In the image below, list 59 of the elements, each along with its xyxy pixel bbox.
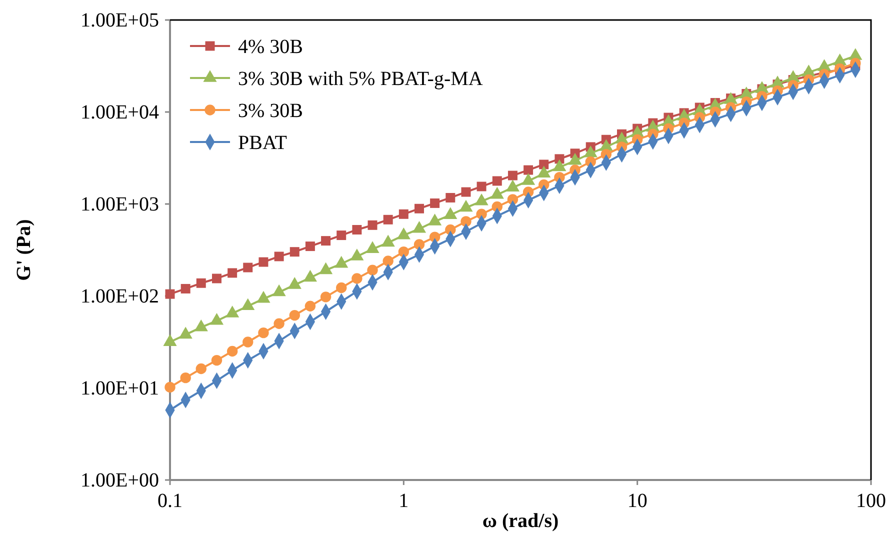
point xyxy=(274,252,284,262)
y-tick-label: 1.00E+02 xyxy=(80,285,159,308)
point xyxy=(258,257,268,267)
point xyxy=(492,176,502,186)
point xyxy=(165,289,175,299)
point xyxy=(368,220,378,230)
y-tick-label: 1.00E+04 xyxy=(80,101,159,124)
x-tick-label: 0.1 xyxy=(158,490,182,512)
point xyxy=(414,239,425,250)
point xyxy=(243,262,253,272)
y-axis-title: G' (Pa) xyxy=(13,219,35,281)
point xyxy=(180,284,190,294)
point xyxy=(321,236,331,246)
point xyxy=(367,264,378,276)
point xyxy=(460,216,472,227)
legend-label: 3% 30B with 5% PBAT-g-MA xyxy=(238,68,484,90)
point xyxy=(196,363,206,374)
point xyxy=(352,225,362,234)
point xyxy=(476,182,486,192)
point xyxy=(274,318,284,329)
point xyxy=(290,247,300,257)
x-axis-title: ω (rad/s) xyxy=(482,510,559,532)
point xyxy=(164,382,176,393)
x-tick-label: 10 xyxy=(627,490,648,512)
x-tick-label: 100 xyxy=(856,490,886,512)
y-tick-label: 1.00E+01 xyxy=(80,377,159,400)
point xyxy=(212,274,222,284)
point xyxy=(398,246,410,258)
y-tick-label: 1.00E+00 xyxy=(80,469,159,492)
point xyxy=(180,372,191,384)
legend-label: 3% 30B xyxy=(238,100,303,122)
y-tick-label: 1.00E+03 xyxy=(80,193,159,216)
point xyxy=(508,170,518,180)
y-tick-label: 1.00E+05 xyxy=(80,9,159,32)
point xyxy=(305,242,315,252)
point xyxy=(430,198,440,208)
point xyxy=(242,336,254,348)
point xyxy=(196,278,206,288)
point xyxy=(228,268,238,278)
x-tick-label: 1 xyxy=(398,490,409,512)
point xyxy=(352,273,362,284)
point xyxy=(524,165,534,175)
point xyxy=(211,354,222,366)
point xyxy=(304,300,316,312)
point xyxy=(226,346,238,357)
point xyxy=(446,192,456,202)
point xyxy=(383,214,393,224)
point xyxy=(320,292,332,302)
point xyxy=(382,256,394,266)
point xyxy=(336,230,346,240)
point xyxy=(414,204,424,214)
legend-label: PBAT xyxy=(238,132,287,154)
point xyxy=(258,327,269,338)
point xyxy=(289,310,300,321)
point xyxy=(461,187,471,197)
point xyxy=(398,209,408,219)
point xyxy=(336,282,347,294)
legend-label: 4% 30B xyxy=(238,36,303,58)
point xyxy=(539,160,549,170)
